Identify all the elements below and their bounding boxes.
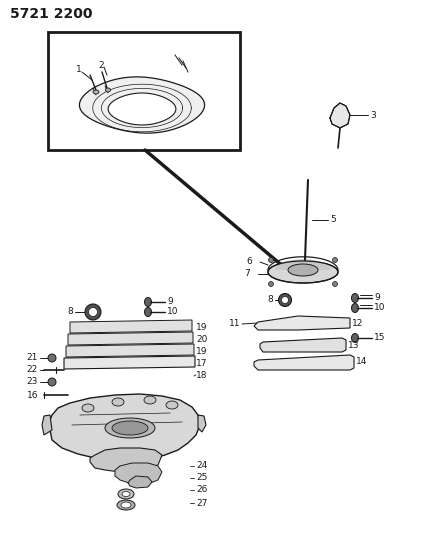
Polygon shape (68, 332, 193, 345)
Text: 9: 9 (374, 293, 380, 302)
Text: 15: 15 (374, 333, 386, 342)
Ellipse shape (268, 257, 273, 262)
Polygon shape (128, 476, 152, 488)
Ellipse shape (105, 418, 155, 438)
Bar (48, 32, 240, 150)
Text: 19: 19 (196, 346, 208, 356)
Text: 8: 8 (67, 308, 73, 317)
Text: 25: 25 (196, 473, 208, 482)
Polygon shape (90, 448, 162, 472)
Polygon shape (254, 355, 354, 370)
Ellipse shape (85, 304, 101, 320)
Text: 3: 3 (370, 110, 376, 119)
Polygon shape (50, 394, 200, 462)
Polygon shape (260, 338, 346, 352)
Text: 24: 24 (196, 462, 207, 471)
Text: 14: 14 (356, 358, 367, 367)
Text: 13: 13 (348, 341, 360, 350)
Text: 16: 16 (27, 391, 38, 400)
Ellipse shape (145, 297, 152, 306)
Ellipse shape (112, 398, 124, 406)
Ellipse shape (268, 281, 273, 287)
Ellipse shape (279, 294, 291, 306)
Polygon shape (108, 93, 176, 125)
Polygon shape (70, 320, 192, 333)
Ellipse shape (89, 308, 98, 317)
Polygon shape (80, 77, 205, 133)
Text: 27: 27 (196, 498, 208, 507)
Text: 26: 26 (196, 486, 208, 495)
Ellipse shape (105, 88, 110, 92)
Text: 6: 6 (246, 257, 252, 266)
Ellipse shape (48, 354, 56, 362)
Ellipse shape (122, 491, 130, 497)
Ellipse shape (351, 303, 359, 312)
Polygon shape (115, 463, 162, 485)
Text: 22: 22 (27, 366, 38, 375)
Ellipse shape (288, 264, 318, 276)
Ellipse shape (351, 294, 359, 303)
Ellipse shape (282, 296, 288, 303)
Ellipse shape (82, 404, 94, 412)
Ellipse shape (117, 500, 135, 510)
Text: 17: 17 (196, 359, 208, 367)
Text: 5721 2200: 5721 2200 (10, 7, 92, 21)
Ellipse shape (145, 308, 152, 317)
Text: 9: 9 (167, 296, 173, 305)
Text: 23: 23 (27, 377, 38, 386)
Text: 18: 18 (196, 370, 208, 379)
Text: 5: 5 (330, 215, 336, 224)
Polygon shape (198, 415, 206, 432)
Text: 8: 8 (267, 295, 273, 304)
Text: 2: 2 (98, 61, 104, 69)
Text: 19: 19 (196, 322, 208, 332)
Ellipse shape (333, 257, 338, 262)
Ellipse shape (118, 489, 134, 499)
Ellipse shape (166, 401, 178, 409)
Ellipse shape (93, 90, 99, 94)
Polygon shape (64, 356, 195, 369)
Text: 10: 10 (374, 303, 386, 311)
Polygon shape (66, 344, 194, 357)
Ellipse shape (333, 281, 338, 287)
Polygon shape (42, 415, 52, 435)
Text: 1: 1 (76, 66, 82, 75)
Ellipse shape (121, 502, 131, 508)
Ellipse shape (351, 334, 359, 343)
Ellipse shape (268, 261, 338, 283)
Text: 7: 7 (244, 270, 250, 279)
Text: 21: 21 (27, 353, 38, 362)
Ellipse shape (112, 421, 148, 435)
Ellipse shape (144, 396, 156, 404)
Polygon shape (254, 316, 350, 330)
Text: 20: 20 (196, 335, 208, 343)
Text: 12: 12 (352, 319, 363, 327)
Text: 11: 11 (229, 319, 240, 328)
Polygon shape (330, 103, 350, 128)
Ellipse shape (48, 378, 56, 386)
Text: 10: 10 (167, 306, 178, 316)
Polygon shape (275, 259, 331, 270)
